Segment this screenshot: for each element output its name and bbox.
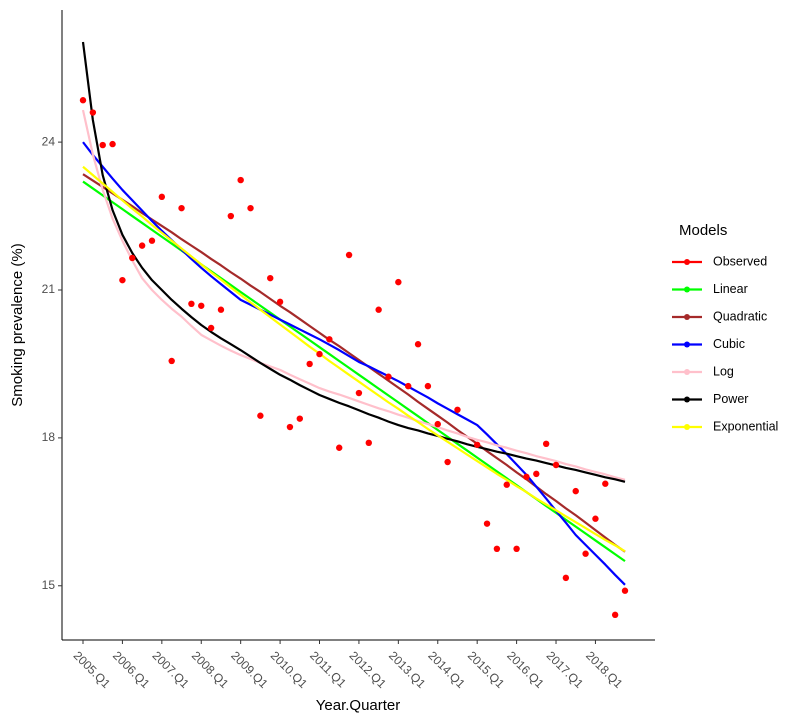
x-tick-label: 2006.Q1 (110, 648, 153, 691)
observed-point (513, 545, 520, 553)
model-line (82, 141, 626, 586)
observed-point (138, 242, 146, 249)
legend-swatch-point (684, 314, 690, 320)
observed-point (217, 306, 225, 313)
observed-point (365, 439, 372, 447)
observed-point (306, 360, 313, 368)
x-tick-label: 2007.Q1 (149, 648, 192, 691)
observed-point (592, 515, 599, 522)
observed-point (434, 420, 441, 428)
x-tick-label: 2015.Q1 (465, 648, 508, 691)
observed-point (168, 357, 175, 365)
legend-swatch-point (684, 424, 690, 430)
observed-point (473, 441, 481, 448)
observed-point (119, 276, 126, 284)
observed-point (621, 587, 629, 594)
observed-point (454, 406, 461, 413)
observed-point (602, 480, 609, 487)
legend-label: Log (713, 364, 734, 378)
x-tick-label: 2013.Q1 (386, 648, 429, 691)
observed-point (286, 423, 294, 431)
legend-label: Exponential (713, 419, 778, 433)
model-line (82, 165, 626, 553)
legend-swatch-point (684, 396, 690, 403)
observed-point (414, 341, 422, 348)
observed-point (296, 415, 303, 422)
x-tick-label: 2017.Q1 (544, 648, 587, 691)
observed-point (523, 473, 530, 481)
legend-swatch-point (684, 286, 690, 293)
legend-title: Models (679, 222, 727, 239)
model-line (81, 41, 626, 483)
x-tick-label: 2016.Q1 (504, 648, 547, 691)
y-tick-label: 24 (42, 134, 56, 148)
observed-point (611, 611, 619, 619)
legend-label: Cubic (713, 337, 745, 351)
observed-point (198, 302, 205, 309)
observed-point (355, 389, 363, 397)
observed-point (424, 382, 432, 390)
y-tick-label: 15 (42, 578, 56, 592)
observed-point (326, 336, 333, 343)
y-tick-label: 21 (42, 282, 56, 296)
observed-point (207, 324, 215, 332)
observed-point (336, 444, 343, 451)
observed-point (395, 278, 402, 286)
observed-point (503, 481, 510, 488)
observed-point (89, 109, 97, 116)
observed-point (493, 545, 501, 553)
x-tick-label: 2009.Q1 (228, 648, 271, 691)
observed-point (385, 373, 392, 380)
x-tick-label: 2018.Q1 (583, 648, 626, 691)
x-tick-label: 2005.Q1 (71, 648, 114, 691)
observed-point (533, 470, 540, 478)
observed-point (227, 212, 235, 220)
y-tick-label: 18 (42, 430, 56, 444)
legend-label: Quadratic (713, 309, 767, 323)
x-tick-label: 2011.Q1 (307, 648, 349, 690)
observed-point (109, 140, 116, 148)
observed-point (572, 487, 579, 495)
observed-point (405, 382, 412, 390)
observed-point (562, 574, 570, 582)
observed-point (552, 461, 560, 469)
observed-point (247, 204, 254, 212)
y-axis-title: Smoking prevalence (%) (9, 243, 26, 406)
observed-point (267, 274, 274, 282)
legend-label: Power (713, 392, 748, 406)
observed-point (257, 412, 264, 419)
observed-point (316, 350, 323, 358)
observed-point (178, 204, 185, 212)
observed-point (444, 458, 451, 466)
x-tick-label: 2012.Q1 (347, 648, 390, 691)
observed-point (542, 440, 550, 448)
observed-point (188, 300, 195, 308)
observed-point (582, 550, 589, 557)
x-tick-label: 2010.Q1 (268, 648, 311, 691)
observed-point (345, 251, 353, 259)
legend-label: Linear (713, 282, 748, 296)
x-axis-title: Year.Quarter (316, 697, 401, 714)
x-tick-label: 2014.Q1 (425, 648, 468, 691)
model-line (81, 109, 626, 481)
observed-point (148, 237, 156, 244)
observed-point (129, 254, 136, 262)
legend-swatch-point (684, 259, 690, 265)
observed-point (375, 306, 382, 313)
legend-swatch-point (684, 341, 690, 348)
observed-point (483, 520, 491, 527)
legend-label: Observed (713, 254, 767, 268)
observed-point (237, 176, 244, 184)
observed-point (276, 298, 284, 306)
observed-point (99, 141, 106, 149)
observed-point (79, 97, 87, 104)
observed-point (158, 193, 166, 201)
x-tick-label: 2008.Q1 (189, 648, 232, 691)
legend-swatch-point (684, 369, 690, 375)
